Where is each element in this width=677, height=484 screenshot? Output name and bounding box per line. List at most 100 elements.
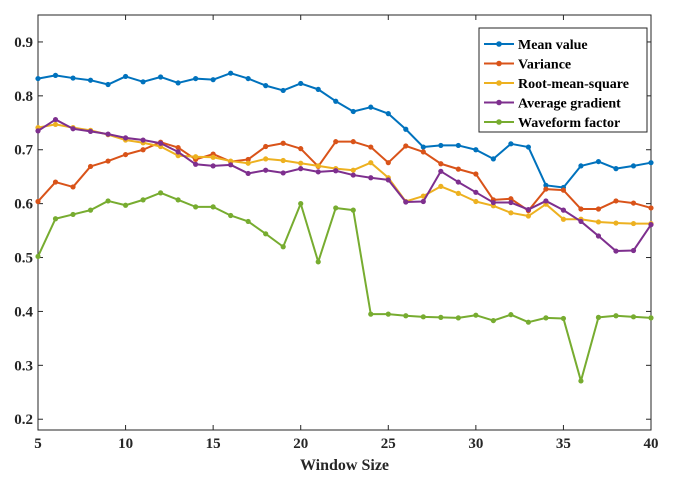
data-point [438,142,444,149]
data-point [52,216,59,222]
data-point [455,179,461,185]
data-point [122,202,129,208]
legend-entry-label: Average gradient [518,97,621,112]
data-point [385,177,391,183]
data-point [648,315,654,321]
series-line-average-gradient [37,118,652,253]
data-point [263,167,269,173]
series-group [35,70,654,384]
y-tick-label: 0.4 [14,304,33,320]
data-point [455,142,461,149]
data-point [613,248,619,254]
data-point [543,315,549,321]
data-point [87,77,94,83]
data-point [350,207,356,213]
data-point [490,156,496,162]
data-point [403,313,409,319]
legend-swatch-marker [496,60,502,67]
data-point [175,153,181,159]
data-point [595,206,602,212]
data-point [52,116,59,123]
data-point [368,104,374,110]
data-point [193,204,199,210]
data-point [315,259,321,265]
data-point [455,315,461,321]
data-point [420,198,426,205]
data-point [350,108,356,115]
data-point [560,187,567,193]
data-point [210,163,216,169]
data-point [245,75,251,82]
data-point [508,196,514,202]
data-point [105,198,111,204]
data-point [298,166,304,172]
data-point [508,199,514,206]
data-point [508,141,514,147]
data-point [438,161,444,167]
data-point [105,131,111,137]
data-point [368,160,374,166]
data-point [140,79,146,85]
data-point [87,207,94,213]
data-point [140,137,146,143]
data-point [35,198,41,205]
legend-entry-label: Mean value [518,38,588,53]
legend: Mean value Variance Root-mean-square Averag… [478,27,648,133]
data-point [87,128,94,135]
data-point [298,80,304,87]
data-point [560,216,567,222]
data-point [228,70,234,76]
data-point [245,218,251,225]
data-point [298,146,304,152]
data-point [595,219,602,225]
data-point [403,199,409,205]
data-point [52,179,59,185]
data-point [315,86,321,92]
data-point [543,186,549,192]
data-point [543,198,549,204]
data-point [70,184,76,190]
data-point [630,200,637,206]
data-point [122,151,129,158]
x-tick-label: 40 [644,436,659,452]
x-tick-label: 10 [118,436,133,452]
data-point [158,140,164,146]
y-tick-label: 0.9 [14,35,33,51]
data-point [508,210,514,216]
data-point [543,182,549,188]
data-point [228,158,234,164]
series-mean-value [35,70,654,191]
data-point [385,311,391,317]
data-point [525,206,532,213]
data-point [70,126,76,132]
data-point [420,314,426,320]
data-point [595,233,602,239]
data-point [333,168,339,174]
data-point [298,201,304,207]
legend-swatch-marker [496,41,502,47]
data-point [210,204,216,210]
data-point [350,167,356,173]
data-point [368,311,374,317]
data-point [403,143,409,149]
data-point [578,218,584,225]
data-point [648,160,654,166]
data-point [158,190,164,196]
data-point [613,166,619,172]
data-point [245,156,251,163]
data-point [630,314,637,320]
data-point [420,149,426,155]
data-point [613,220,619,226]
series-average-gradient [35,116,654,254]
data-point [490,199,496,206]
data-point [613,198,619,204]
data-point [70,211,76,218]
y-tick-label: 0.8 [14,89,33,105]
data-point [35,128,41,134]
data-point [158,74,164,80]
data-point [403,126,409,132]
data-point [280,87,286,94]
data-point [525,213,532,219]
